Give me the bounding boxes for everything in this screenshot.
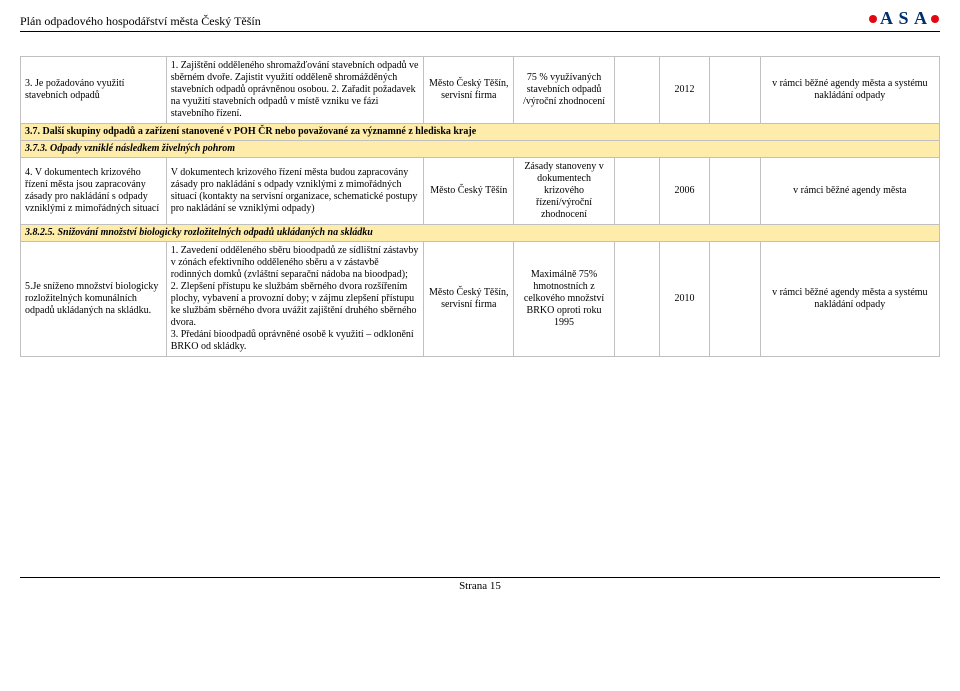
empty-cell — [614, 57, 659, 124]
section-label: 3.7. Další skupiny odpadů a zařízení sta… — [21, 124, 940, 141]
indicator-cell: 75 % využívaných stavebních odpadů /výro… — [514, 57, 615, 124]
indicator-cell: Maximálně 75% hmotnostních z celkového m… — [514, 242, 615, 357]
measure-cell: V dokumentech krizového řízení města bud… — [166, 158, 424, 225]
goal-cell: 4. V dokumentech krizového řízení města … — [21, 158, 167, 225]
responsible-cell: Město Český Těšín, servisní firma — [424, 242, 514, 357]
table-row: 5.Je sníženo množství biologicky rozloži… — [21, 242, 940, 357]
assist-cell: v rámci běžné agendy města a systému nak… — [760, 57, 939, 124]
logo-text: A S A — [880, 8, 928, 29]
responsible-cell: Město Český Těšín, servisní firma — [424, 57, 514, 124]
logo-dot-icon — [930, 14, 940, 24]
subsection-heading: 3.7.3. Odpady vzniklé následkem živelnýc… — [21, 141, 940, 158]
assist-cell: v rámci běžné agendy města — [760, 158, 939, 225]
empty-cell — [614, 242, 659, 357]
measure-cell: 1. Zavedení odděleného sběru bioodpadů z… — [166, 242, 424, 357]
table-row: 4. V dokumentech krizového řízení města … — [21, 158, 940, 225]
page-number: Strana 15 — [459, 580, 501, 592]
empty-cell — [710, 242, 760, 357]
measure-cell: 1. Zajištění odděleného shromažďování st… — [166, 57, 424, 124]
table-row: 3. Je požadováno využití stavebních odpa… — [21, 57, 940, 124]
responsible-cell: Město Český Těšín — [424, 158, 514, 225]
subsection-heading: 3.8.2.5. Snižování množství biologicky r… — [21, 225, 940, 242]
goal-cell: 5.Je sníženo množství biologicky rozloži… — [21, 242, 167, 357]
logo-dot-icon — [868, 14, 878, 24]
goal-cell: 3. Je požadováno využití stavebních odpa… — [21, 57, 167, 124]
deadline-cell: 2006 — [659, 158, 709, 225]
logo: A S A — [868, 8, 940, 29]
plan-table: 3. Je požadováno využití stavebních odpa… — [20, 56, 940, 357]
empty-cell — [710, 57, 760, 124]
deadline-cell: 2012 — [659, 57, 709, 124]
header-title: Plán odpadového hospodářství města Český… — [20, 14, 261, 29]
empty-cell — [710, 158, 760, 225]
page-header: Plán odpadového hospodářství města Český… — [20, 8, 940, 32]
section-heading: 3.7. Další skupiny odpadů a zařízení sta… — [21, 124, 940, 141]
page-footer: Strana 15 — [20, 577, 940, 592]
deadline-cell: 2010 — [659, 242, 709, 357]
assist-cell: v rámci běžné agendy města a systému nak… — [760, 242, 939, 357]
indicator-cell: Zásady stanoveny v dokumentech krizového… — [514, 158, 615, 225]
subsection-label: 3.8.2.5. Snižování množství biologicky r… — [21, 225, 940, 242]
empty-cell — [614, 158, 659, 225]
page-container: Plán odpadového hospodářství města Český… — [0, 0, 960, 612]
subsection-label: 3.7.3. Odpady vzniklé následkem živelnýc… — [21, 141, 940, 158]
